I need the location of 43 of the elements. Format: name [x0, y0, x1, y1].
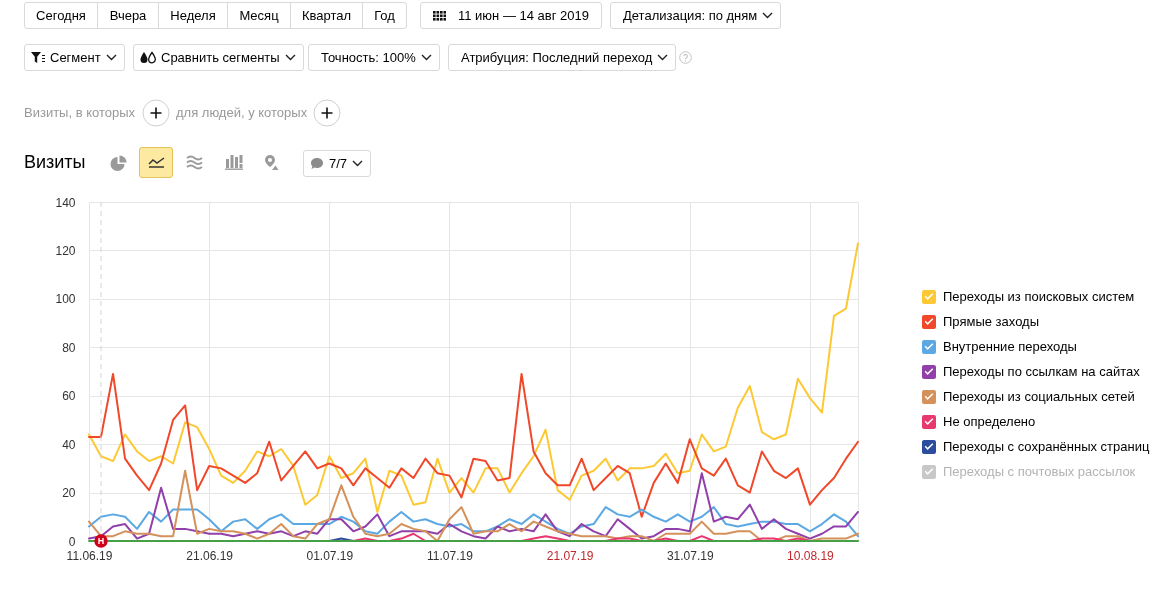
date-range-button: 11 июн — 14 авг 2019: [420, 2, 602, 29]
y-tick-label: 40: [62, 437, 76, 452]
x-tick-label: 31.07.19: [666, 548, 714, 563]
period-tab: Вчера: [97, 2, 159, 29]
text: для людей, у которых: [176, 105, 308, 120]
ref-line-label: Н: [97, 536, 105, 546]
y-tick-label: 60: [62, 389, 76, 404]
x-tick-label: 11.06.19: [66, 548, 113, 563]
dropdown-button: Точность: 100%: [308, 44, 440, 71]
period-tab: Неделя: [158, 2, 228, 29]
legend-label: Переходы с сохранённых страниц: [943, 439, 1150, 454]
x-tick-label: 10.08.19: [787, 548, 835, 563]
legend-label: Не определено: [943, 414, 1036, 429]
legend-label: Переходы из поисковых систем: [943, 289, 1135, 304]
legend-label: Прямые заходы: [943, 314, 1040, 329]
x-tick-label: 11.07.19: [427, 548, 474, 563]
dropdown-button: Сегмент: [24, 44, 125, 71]
period-tab: Сегодня: [24, 2, 98, 29]
legend-label: Переходы по ссылкам на сайтах: [943, 364, 1141, 379]
y-tick-label: 20: [62, 486, 76, 501]
y-tick-label: 100: [55, 292, 76, 307]
x-tick-label: 21.07.19: [546, 548, 594, 563]
period-tab: Месяц: [227, 2, 291, 29]
y-tick-label: 0: [68, 534, 76, 549]
legend-label: Переходы с почтовых рассылок: [943, 464, 1136, 479]
legend-label: Переходы из социальных сетей: [943, 389, 1135, 404]
period-tab: Год: [362, 2, 407, 29]
dropdown-button: Детализация: по дням: [610, 2, 782, 29]
y-tick-label: 80: [62, 340, 76, 355]
dropdown-button: Атрибуция: Последний переход: [448, 44, 677, 71]
text: Визиты, в которых: [24, 105, 136, 120]
line-series: [88, 372, 859, 518]
y-tick-label: 120: [55, 243, 76, 258]
legend-label: Внутренние переходы: [943, 339, 1077, 354]
line-series: [88, 506, 859, 538]
x-tick-label: 21.06.19: [186, 548, 234, 563]
period-tab: Квартал: [290, 2, 363, 29]
dropdown-button: Сравнить сегменты: [133, 44, 304, 71]
chart-title: Визиты: [24, 152, 86, 173]
y-tick-label: 140: [55, 195, 76, 210]
line-series: [88, 242, 859, 513]
x-tick-label: 01.07.19: [306, 548, 354, 563]
dropdown-button: 7/7: [303, 150, 372, 177]
